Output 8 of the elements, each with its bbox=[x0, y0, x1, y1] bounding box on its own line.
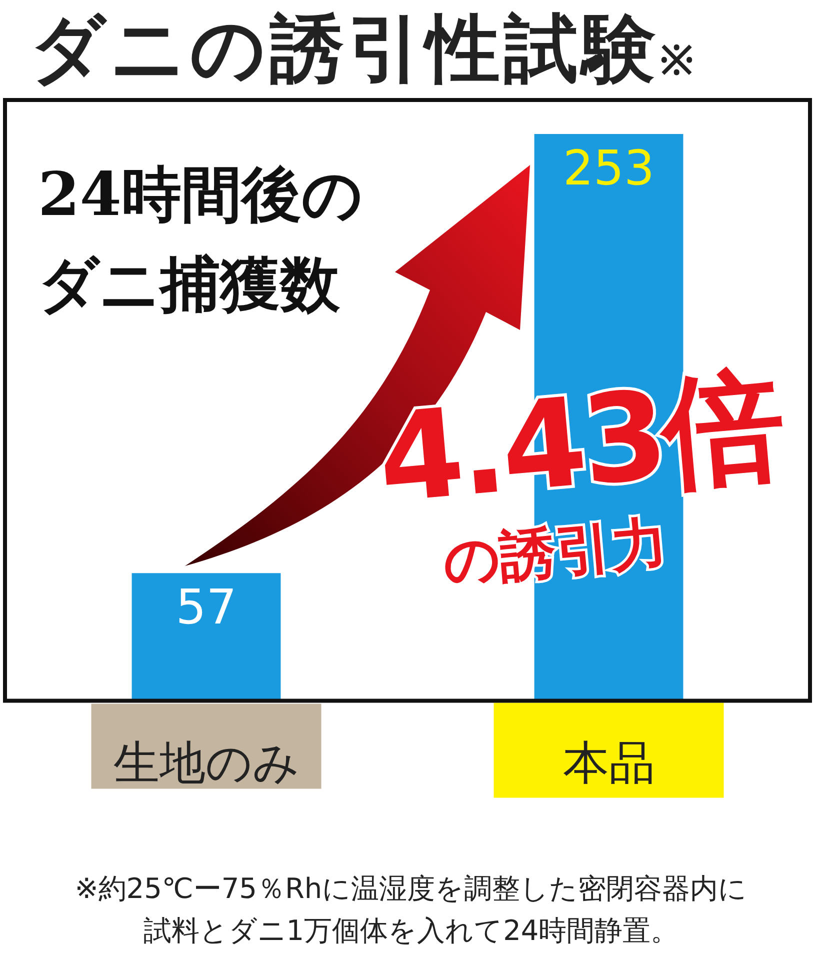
chart-title: ダニの誘引性試験※ bbox=[30, 5, 697, 94]
data-label: 253 bbox=[562, 140, 655, 196]
data-label: 57 bbox=[176, 580, 237, 636]
annotation: の誘引力 bbox=[440, 509, 671, 597]
text: ※約25℃ー75％Rhに温湿度を調整した密閉容器内に試料とダニ1万個体を入れて24時間静置。 bbox=[74, 871, 748, 949]
annotation: 24時間後のダニ捕獲数 bbox=[38, 159, 364, 322]
x-tick-label: 生地のみ bbox=[113, 735, 300, 790]
x-tick-label: 本品 bbox=[562, 735, 655, 790]
